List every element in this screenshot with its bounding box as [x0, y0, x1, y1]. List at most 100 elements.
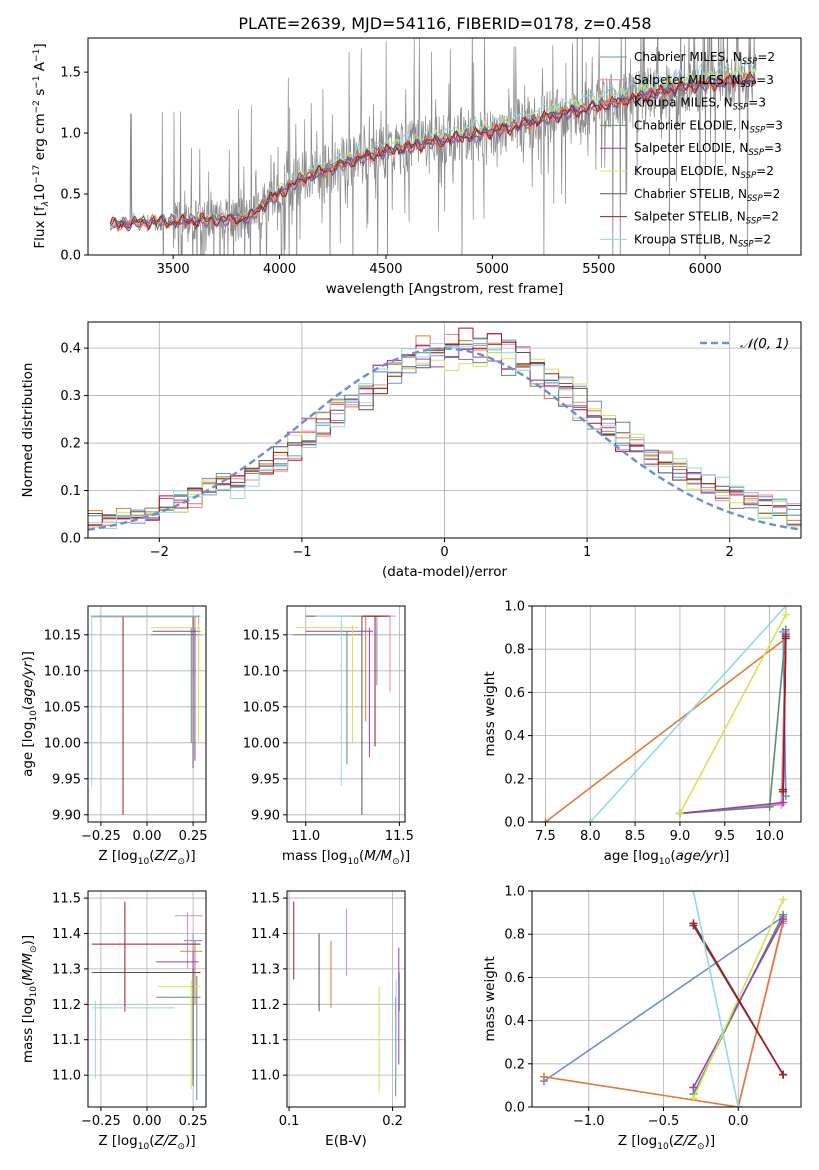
weight-vs-z-marker	[779, 1070, 788, 1079]
legend-label: Salpeter MILES, NSSP=3	[634, 73, 774, 90]
spectrum-model-line-5	[109, 74, 756, 231]
age-vs-mass-xtick-label: 11.0	[291, 829, 320, 844]
legend-label: Salpeter ELODIE, NSSP=3	[634, 141, 782, 158]
residuals-xtick-label: 1	[583, 545, 591, 560]
weight-vs-age-plot-area	[541, 606, 790, 822]
mass-vs-z-xlabel: Z [log10(Z/Z⊙)]	[98, 1133, 195, 1152]
age-vs-mass-ytick-label: 10.15	[243, 628, 280, 643]
weight-vs-z-series-8	[692, 922, 784, 1076]
weight-vs-z-marker	[779, 915, 788, 924]
age-vs-z-ytick-label: 10.05	[44, 700, 81, 715]
weight-vs-age-marker	[675, 809, 684, 818]
legend-label: Salpeter STELIB, NSSP=2	[634, 210, 779, 227]
legend-label: Kroupa MILES, NSSP=3	[634, 96, 766, 113]
weight-vs-z-series-1	[543, 916, 784, 1082]
weight-vs-z-ytick-label: 0.6	[504, 971, 525, 986]
weight-vs-z-panel: −1.0 −0.5 0.0 0.0 0.2 0.4 0.6 0.8 1.0 Z [log10(Z/…	[482, 885, 802, 1152]
mass-vs-ebv-xtick-label: 0.1	[279, 1114, 300, 1129]
weight-vs-z-series-5	[692, 918, 784, 1088]
spectrum-xtick-label: 5000	[476, 262, 509, 277]
legend-label: 𝒩(0, 1)	[740, 336, 789, 352]
age-vs-z-xlabel: Z [log10(Z/Z⊙)]	[98, 848, 195, 867]
legend-label: Chabrier STELIB, NSSP=2	[634, 187, 780, 204]
residuals-ylabel: Normed distribution	[20, 363, 36, 498]
mass-vs-ebv-ytick-label: 11.5	[251, 892, 280, 907]
residual-histogram-9	[88, 338, 801, 529]
weight-vs-age-marker	[779, 798, 788, 807]
spectrum-ylabel: Flux [fλ10−17 erg cm−2 s−1 A−1]	[32, 43, 51, 248]
weight-vs-age-series-6	[679, 614, 787, 814]
mass-vs-z-plot-area	[91, 901, 203, 1100]
spectrum-plot-area	[109, 38, 757, 255]
weight-vs-z-xtick-label: 0.0	[728, 1114, 749, 1129]
mass-vs-z-ytick-label: 11.2	[52, 998, 81, 1013]
weight-vs-age-ytick-label: 0.2	[504, 772, 525, 787]
age-vs-z-plot-area	[89, 615, 201, 815]
spectrum-xtick-label: 4500	[369, 262, 402, 277]
spectrum-xtick-label: 3500	[157, 262, 190, 277]
mass-vs-ebv-xtick-label: 0.2	[382, 1114, 403, 1129]
spectrum-xtick-label: 6000	[689, 262, 722, 277]
mass-vs-ebv-ytick-label: 11.4	[251, 927, 280, 942]
spectrum-xtick-label: 5500	[582, 262, 615, 277]
mass-vs-ebv-xlabel: E(B-V)	[325, 1133, 367, 1149]
weight-vs-age-marker	[779, 785, 788, 794]
age-vs-mass-ytick-label: 9.95	[251, 772, 280, 787]
figure-title: PLATE=2639, MJD=54116, FIBERID=0178, z=0…	[238, 14, 651, 33]
spectrum-model-line-8	[109, 70, 756, 231]
residuals-panel: −2 −1 0 1 2 0.0 0.1 0.2 0.3 0.4 (data-model)/error…	[20, 321, 802, 580]
mass-vs-ebv-ytick-label: 11.0	[251, 1069, 280, 1084]
legend-label: Kroupa STELIB, NSSP=2	[634, 232, 771, 249]
mass-vs-z-ytick-label: 11.1	[52, 1033, 81, 1048]
mass-vs-ebv-plot-area	[293, 901, 400, 1097]
residual-histogram-8	[88, 327, 801, 527]
spectrum-ytick-label: 1.0	[60, 127, 81, 142]
spectrum-ytick-label: 0.0	[60, 249, 81, 264]
age-vs-z-ytick-label: 10.00	[44, 736, 81, 751]
age-vs-z-ytick-label: 9.90	[52, 808, 81, 823]
age-vs-mass-plot-area	[292, 615, 396, 815]
weight-vs-z-xlabel: Z [log10(Z/Z⊙)]	[618, 1133, 715, 1152]
residuals-xlabel: (data-model)/error	[382, 564, 508, 580]
weight-vs-age-xtick-label: 7.5	[535, 829, 556, 844]
residuals-plot-area	[88, 327, 801, 531]
legend-label: Chabrier MILES, NSSP=2	[634, 50, 775, 67]
weight-vs-age-series-3	[545, 636, 787, 822]
weight-vs-age-xtick-label: 9.5	[714, 829, 735, 844]
age-vs-mass-frame	[286, 605, 406, 823]
mass-vs-ebv-ytick-label: 11.2	[251, 998, 280, 1013]
weight-vs-z-marker	[539, 1072, 548, 1081]
weight-vs-z-ytick-label: 0.4	[504, 1014, 525, 1029]
residuals-xtick-label: −2	[150, 545, 169, 560]
spectrum-xtick-label: 4000	[263, 262, 296, 277]
mass-vs-z-frame	[87, 890, 207, 1108]
age-vs-mass-xtick-label: 11.5	[385, 829, 414, 844]
weight-vs-age-ylabel: mass weight	[482, 671, 498, 756]
weight-vs-z-frame	[531, 890, 802, 1108]
mass-vs-z-xtick-label: 0.25	[179, 1114, 208, 1129]
mass-vs-z-panel: −0.25 0.00 0.25 11.0 11.1 11.2 11.3 11.4 11.5 Z […	[20, 890, 208, 1152]
age-vs-z-ytick-label: 10.10	[44, 664, 81, 679]
weight-vs-age-frame	[531, 605, 802, 823]
legend-label: Kroupa ELODIE, NSSP=2	[634, 164, 774, 181]
spectrum-xlabel: wavelength [Angstrom, rest frame]	[326, 281, 564, 297]
mass-vs-z-ytick-label: 11.5	[52, 892, 81, 907]
age-vs-z-xtick-label: 0.00	[133, 829, 162, 844]
mass-vs-ebv-panel: 0.1 0.2 11.0 11.1 11.2 11.3 11.4 11.5 E(B-V)	[251, 890, 406, 1149]
weight-vs-age-xlabel: age [log10(age/yr)]	[604, 848, 730, 867]
mass-vs-z-ylabel: mass [log10(M/M⊙)]	[20, 935, 39, 1063]
spectrum-ytick-label: 0.5	[60, 188, 81, 203]
weight-vs-age-xtick-label: 10.0	[755, 829, 784, 844]
weight-vs-age-xtick-label: 8.0	[580, 829, 601, 844]
mass-vs-ebv-ytick-label: 11.3	[251, 962, 280, 977]
weight-vs-z-ytick-label: 0.8	[504, 928, 525, 943]
mass-vs-z-xtick-label: −0.25	[81, 1114, 121, 1129]
residuals-ytick-label: 0.1	[60, 484, 81, 499]
weight-vs-age-panel: 7.5 8.0 8.5 9.0 9.5 10.0 0.0 0.2 0.4 0.6 0.8 1.0 age…	[482, 600, 802, 867]
weight-vs-z-ytick-label: 1.0	[504, 885, 525, 900]
age-vs-mass-ytick-label: 9.90	[251, 808, 280, 823]
weight-vs-age-ytick-label: 0.4	[504, 729, 525, 744]
mass-vs-z-ytick-label: 11.0	[52, 1069, 81, 1084]
weight-vs-age-ytick-label: 0.0	[504, 816, 525, 831]
age-vs-z-ylabel: age [log10(age/yr)]	[20, 651, 39, 777]
